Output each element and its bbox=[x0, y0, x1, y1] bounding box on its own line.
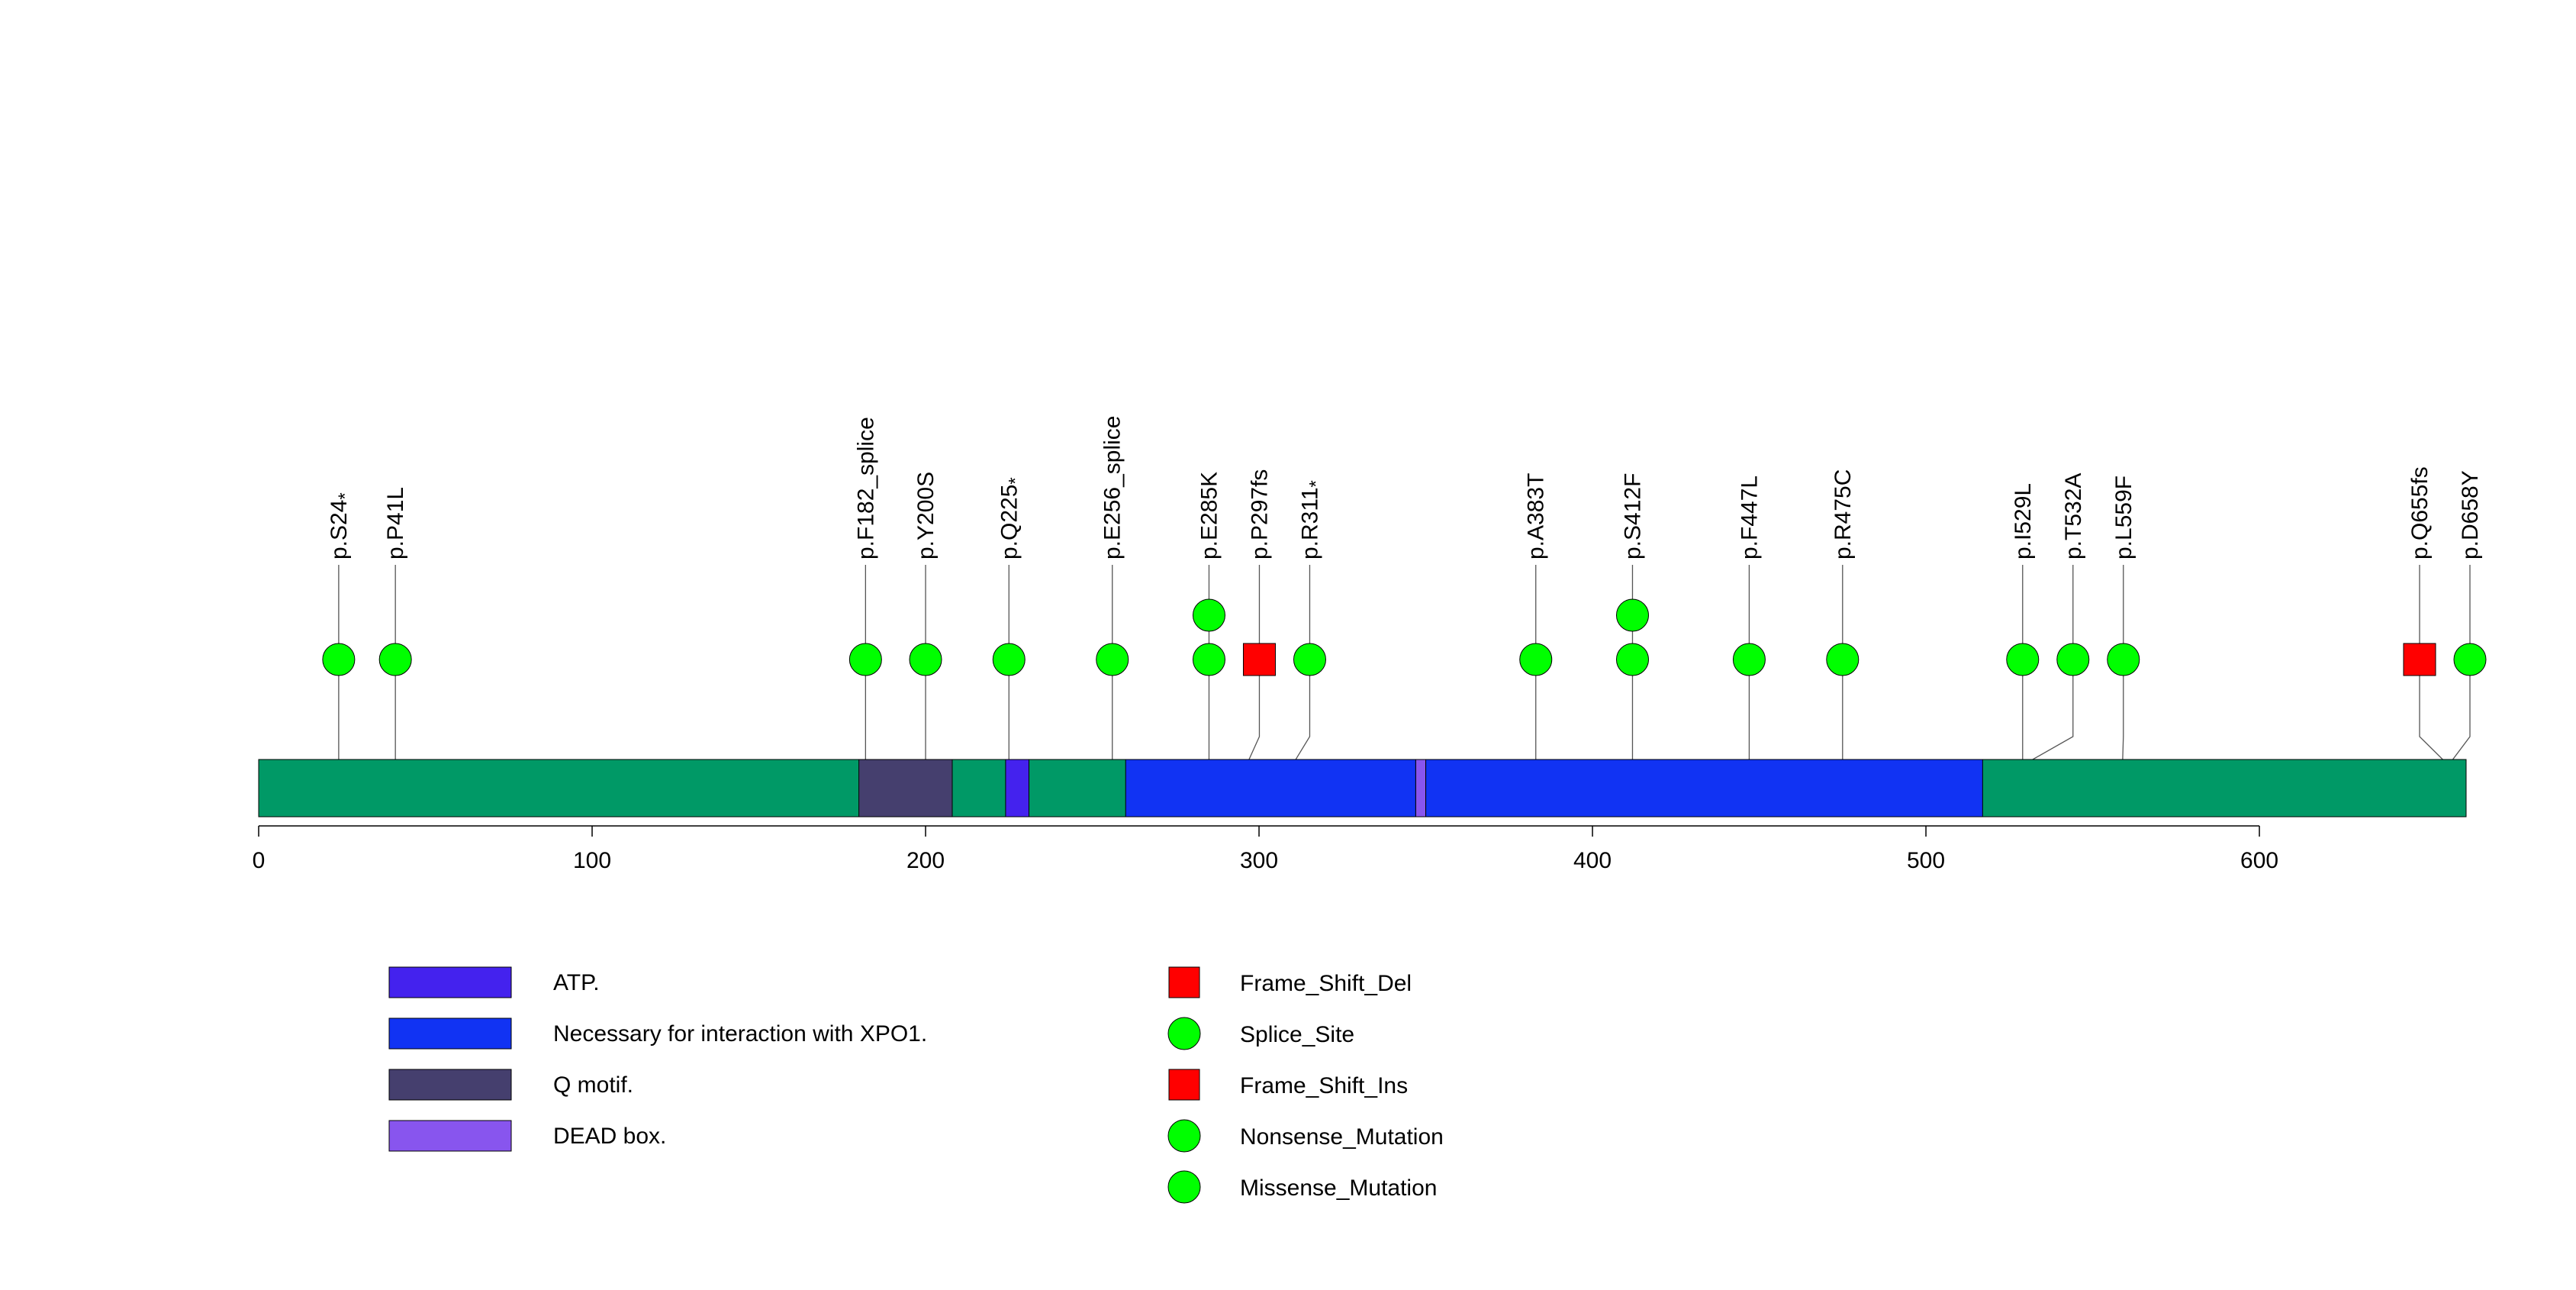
x-tick-label-300: 300 bbox=[1240, 848, 1278, 873]
legend-swatch-domain-2 bbox=[388, 1069, 512, 1101]
legend-label-mutation-1: Splice_Site bbox=[1240, 1022, 1354, 1047]
legend-swatch-mutation-0 bbox=[1168, 966, 1200, 998]
marker-p.T532A bbox=[2056, 643, 2090, 676]
marker-p.E285K bbox=[1192, 598, 1225, 632]
mutation-label-p.R475C: p.R475C bbox=[1831, 469, 1856, 560]
x-axis: 0 100 200 300 400 500 600 bbox=[253, 825, 2278, 873]
marker-p.E285K bbox=[1192, 643, 1225, 676]
mutation-label-p.S24: p.S24* bbox=[327, 492, 356, 560]
x-tick-label-600: 600 bbox=[2240, 848, 2278, 873]
legend-swatch-domain-3 bbox=[388, 1120, 512, 1152]
marker-p.D658Y bbox=[2453, 643, 2487, 676]
x-tick-label-100: 100 bbox=[573, 848, 611, 873]
legend-label-mutation-3: Nonsense_Mutation bbox=[1240, 1124, 1444, 1150]
x-tick-label-0: 0 bbox=[253, 848, 266, 873]
legend-swatch-domain-1 bbox=[388, 1017, 512, 1050]
marker-p.P297fs bbox=[1242, 643, 1276, 676]
x-tick-label-200: 200 bbox=[906, 848, 945, 873]
mutation-label-p.L559F: p.L559F bbox=[2111, 476, 2136, 560]
x-tick-label-500: 500 bbox=[1907, 848, 1945, 873]
mutation-label-p.A383T: p.A383T bbox=[1524, 473, 1549, 560]
legend: ATP. Necessary for interaction with XPO1.… bbox=[388, 966, 1444, 1204]
legend-label-mutation-0: Frame_Shift_Del bbox=[1240, 971, 1412, 996]
marker-p.Q225 bbox=[992, 643, 1026, 676]
marker-p.S412F bbox=[1615, 643, 1649, 676]
marker-p.F447L bbox=[1732, 643, 1766, 676]
domain-3 bbox=[1415, 759, 1427, 818]
legend-label-mutation-2: Frame_Shift_Ins bbox=[1240, 1073, 1408, 1098]
legend-label-domain-3: DEAD box. bbox=[553, 1124, 666, 1149]
mutation-label-p.T532A: p.T532A bbox=[2061, 473, 2086, 560]
marker-p.R475C bbox=[1826, 643, 1860, 676]
domain-0 bbox=[858, 759, 953, 818]
mutation-label-p.Q655fs: p.Q655fs bbox=[2407, 466, 2433, 560]
mutation-markers-layer bbox=[322, 598, 2487, 676]
mutation-label-p.P41L: p.P41L bbox=[383, 487, 408, 560]
marker-p.L559F bbox=[2107, 643, 2140, 676]
mutation-label-p.F182_splice: p.F182_splice bbox=[853, 417, 878, 560]
domain-1 bbox=[1005, 759, 1029, 818]
legend-label-domain-1: Necessary for interaction with XPO1. bbox=[553, 1021, 927, 1047]
legend-label-domain-2: Q motif. bbox=[553, 1072, 633, 1098]
marker-p.E256_splice bbox=[1096, 643, 1129, 676]
mutation-label-p.Y200S: p.Y200S bbox=[913, 472, 939, 560]
mutation-label-p.F447L: p.F447L bbox=[1737, 476, 1762, 560]
marker-p.A383T bbox=[1519, 643, 1553, 676]
domain-4 bbox=[1425, 759, 1983, 818]
legend-label-domain-0: ATP. bbox=[553, 970, 600, 995]
marker-p.Y200S bbox=[909, 643, 942, 676]
marker-p.F182_splice bbox=[848, 643, 882, 676]
mutation-label-p.S412F: p.S412F bbox=[1620, 473, 1645, 560]
legend-swatch-mutation-2 bbox=[1168, 1069, 1200, 1101]
marker-p.Q655fs bbox=[2403, 643, 2436, 676]
marker-p.S412F bbox=[1615, 598, 1649, 632]
mutation-label-p.I529L: p.I529L bbox=[2011, 483, 2036, 560]
mutation-label-p.D658Y: p.D658Y bbox=[2458, 470, 2483, 560]
mutation-labels-layer: p.S24* p.P41L p.F182_splice p.Y200S p.Q225* p… bbox=[327, 416, 2483, 560]
mutation-label-p.P297fs: p.P297fs bbox=[1247, 469, 1272, 560]
mutation-label-p.E285K: p.E285K bbox=[1196, 472, 1222, 560]
domain-2 bbox=[1125, 759, 1416, 818]
nonsense-star: * bbox=[1005, 477, 1026, 484]
mutation-label-p.E256_splice: p.E256_splice bbox=[1100, 416, 1125, 560]
nonsense-star: * bbox=[1306, 480, 1326, 487]
legend-swatch-mutation-3 bbox=[1167, 1119, 1201, 1153]
x-tick-label-400: 400 bbox=[1573, 848, 1612, 873]
legend-swatch-mutation-4 bbox=[1167, 1170, 1201, 1204]
mutation-label-p.Q225: p.Q225* bbox=[997, 477, 1026, 560]
mutation-label-p.R311: p.R311* bbox=[1297, 480, 1326, 560]
marker-p.S24 bbox=[322, 643, 356, 676]
legend-swatch-domain-0 bbox=[388, 966, 512, 998]
legend-label-mutation-4: Missense_Mutation bbox=[1240, 1176, 1437, 1201]
marker-p.I529L bbox=[2006, 643, 2040, 676]
legend-swatch-mutation-1 bbox=[1167, 1017, 1201, 1050]
protein-backbone-layer bbox=[258, 759, 2467, 818]
nonsense-star: * bbox=[335, 492, 356, 499]
marker-p.R311 bbox=[1293, 643, 1326, 676]
marker-p.P41L bbox=[378, 643, 412, 676]
